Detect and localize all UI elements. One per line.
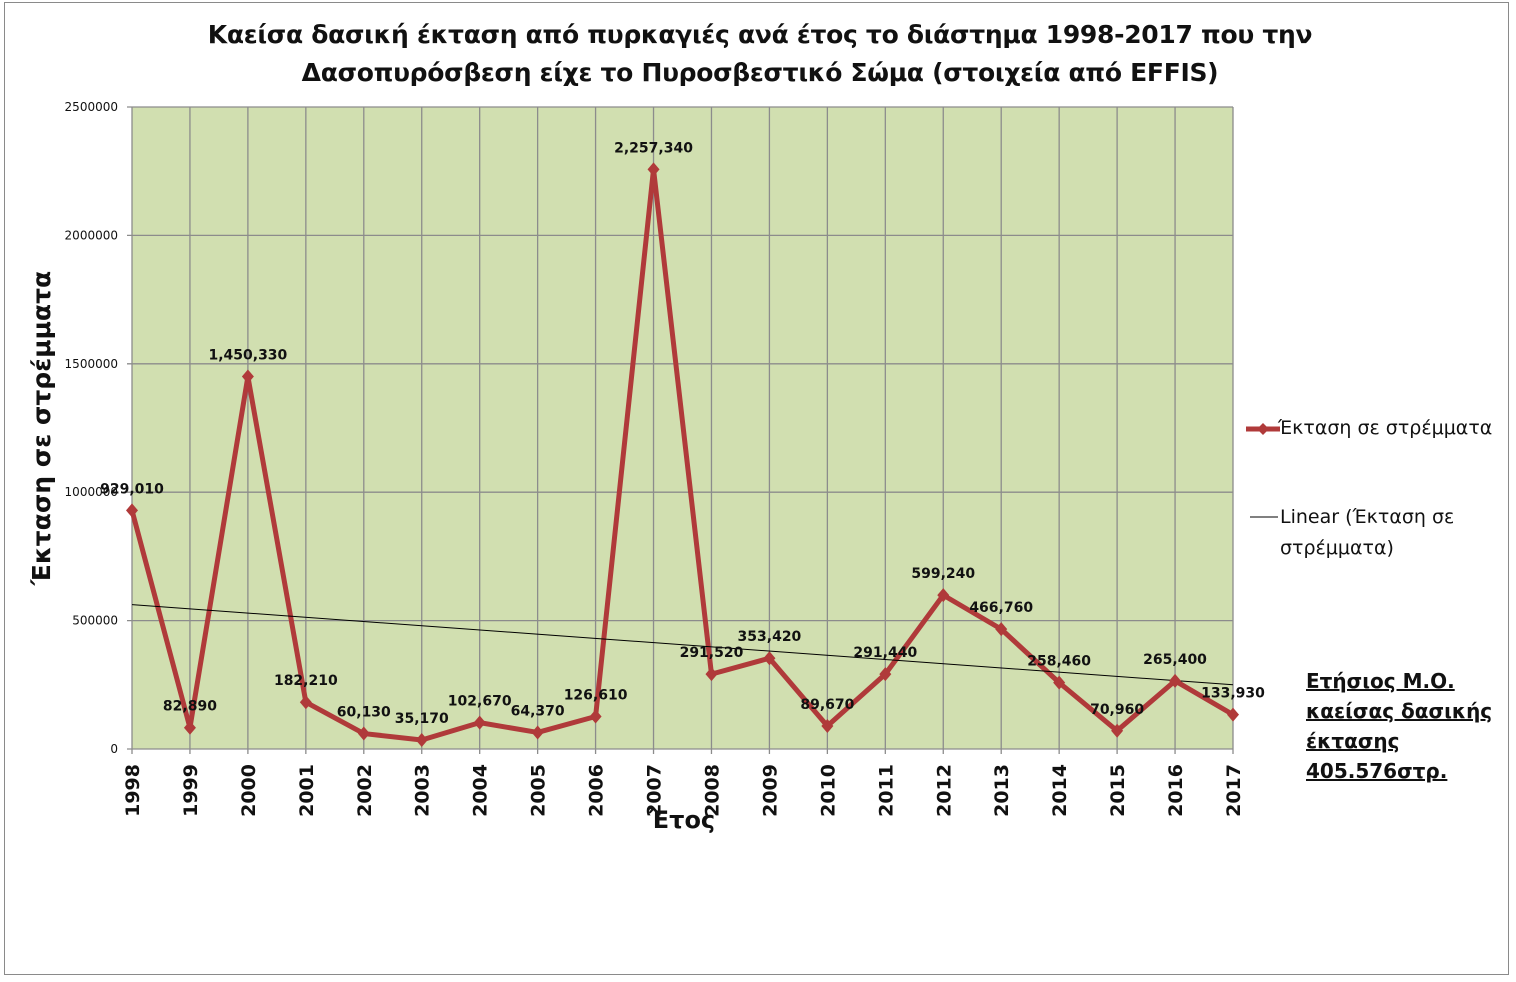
chart-frame <box>4 2 1509 975</box>
x-tick-label: 1999 <box>180 764 202 817</box>
data-point-marker <box>1169 673 1182 688</box>
data-point-marker <box>126 503 138 518</box>
data-point-marker <box>1227 707 1239 722</box>
data-label: 70,960 <box>1090 702 1144 718</box>
data-label: 64,370 <box>511 703 565 719</box>
data-label: 126,610 <box>564 687 628 703</box>
data-point-marker <box>531 725 544 740</box>
x-tick-label: 2013 <box>991 764 1013 817</box>
y-tick-label: 500000 <box>72 614 118 628</box>
x-tick-label: 2015 <box>1107 764 1129 817</box>
data-point-marker <box>879 667 892 682</box>
chart-title-line2: Δασοπυρόσβεση είχε το Πυροσβεστικό Σώμα … <box>301 58 1219 87</box>
y-tick-label: 0 <box>110 742 118 756</box>
legend-series-label: Έκταση σε στρέμματα <box>1278 417 1493 439</box>
data-label: 1,450,330 <box>208 348 287 364</box>
data-label: 102,670 <box>448 694 512 710</box>
x-tick-label: 2016 <box>1165 764 1187 817</box>
data-point-marker <box>821 718 834 733</box>
x-tick-label: 2012 <box>933 764 955 817</box>
data-label: 182,210 <box>274 673 338 689</box>
note-line: 405.576στρ. <box>1306 759 1448 783</box>
data-point-marker <box>183 720 196 735</box>
legend-trendline-icon <box>1250 516 1278 518</box>
annual-average-note: Ετήσιος Μ.Ο. καείσας δασικής έκτασης 405… <box>1306 666 1492 786</box>
data-label: 82,890 <box>163 699 217 715</box>
legend-series-marker-icon <box>1246 422 1280 435</box>
y-tick-label: 1000000 <box>65 485 118 499</box>
data-point-marker <box>937 588 950 603</box>
y-tick-label: 2000000 <box>65 228 118 242</box>
data-label: 265,400 <box>1143 652 1207 668</box>
data-point-marker <box>241 369 254 384</box>
legend-trendline-label: Linear (Έκταση σε στρέμματα) <box>1280 506 1455 559</box>
legend-item-series: Έκταση σε στρέμματα <box>1246 417 1492 439</box>
data-point-marker <box>473 715 486 730</box>
series-line <box>129 166 1235 743</box>
data-label: 35,170 <box>395 711 449 727</box>
trendline <box>131 604 1234 686</box>
note-line: Ετήσιος Μ.Ο. <box>1306 669 1455 693</box>
data-point-marker <box>1053 675 1066 690</box>
data-point-marker <box>589 709 602 724</box>
chart-title: Καείσα δασική έκταση από πυρκαγιές ανά έ… <box>150 16 1370 92</box>
data-label: 291,520 <box>680 645 744 661</box>
data-point-marker <box>705 667 718 682</box>
x-tick-label: 2006 <box>586 764 608 817</box>
chart-title-line1: Καείσα δασική έκταση από πυρκαγιές ανά έ… <box>207 20 1313 49</box>
data-point-marker <box>763 651 776 666</box>
data-point-marker <box>357 726 370 741</box>
data-label: 2,257,340 <box>614 140 693 156</box>
x-tick-label: 2003 <box>412 764 434 817</box>
x-tick-label: 1998 <box>122 764 144 817</box>
x-tick-label: 2000 <box>238 764 260 817</box>
data-label: 60,130 <box>337 705 391 721</box>
data-point-marker <box>415 732 428 747</box>
x-tick-label: 2009 <box>759 764 781 817</box>
x-tick-label: 2001 <box>296 764 318 817</box>
data-label: 133,930 <box>1201 686 1265 702</box>
data-label: 599,240 <box>911 566 975 582</box>
x-axis-title: Έτος <box>648 806 715 834</box>
y-tick-label: 2500000 <box>65 100 118 114</box>
data-point-marker <box>995 622 1008 637</box>
data-label: 466,760 <box>969 600 1033 616</box>
legend-item-trendline: Linear (Έκταση σε στρέμματα) <box>1250 502 1480 564</box>
x-tick-label: 2007 <box>644 764 666 817</box>
data-label: 89,670 <box>800 697 854 713</box>
data-point-marker <box>299 695 312 710</box>
note-line: καείσας δασικής <box>1306 699 1493 723</box>
y-tick-label: 1500000 <box>65 357 118 371</box>
data-point-marker <box>647 162 660 177</box>
x-tick-label: 2008 <box>701 764 723 817</box>
note-line: έκτασης <box>1306 729 1400 753</box>
data-label: 929,010 <box>100 481 164 497</box>
x-tick-label: 2002 <box>354 764 376 817</box>
y-axis-title: Έκταση σε στρέμματα <box>27 271 56 586</box>
x-tick-label: 2004 <box>470 764 492 817</box>
x-tick-label: 2017 <box>1223 764 1245 817</box>
x-tick-label: 2014 <box>1049 764 1071 817</box>
data-label: 258,460 <box>1027 654 1091 670</box>
data-label: 353,420 <box>738 629 802 645</box>
x-tick-label: 2010 <box>817 764 839 817</box>
data-label: 291,440 <box>853 645 917 661</box>
data-point-marker <box>1111 723 1124 738</box>
x-tick-label: 2005 <box>528 764 550 817</box>
x-tick-label: 2011 <box>875 764 897 817</box>
